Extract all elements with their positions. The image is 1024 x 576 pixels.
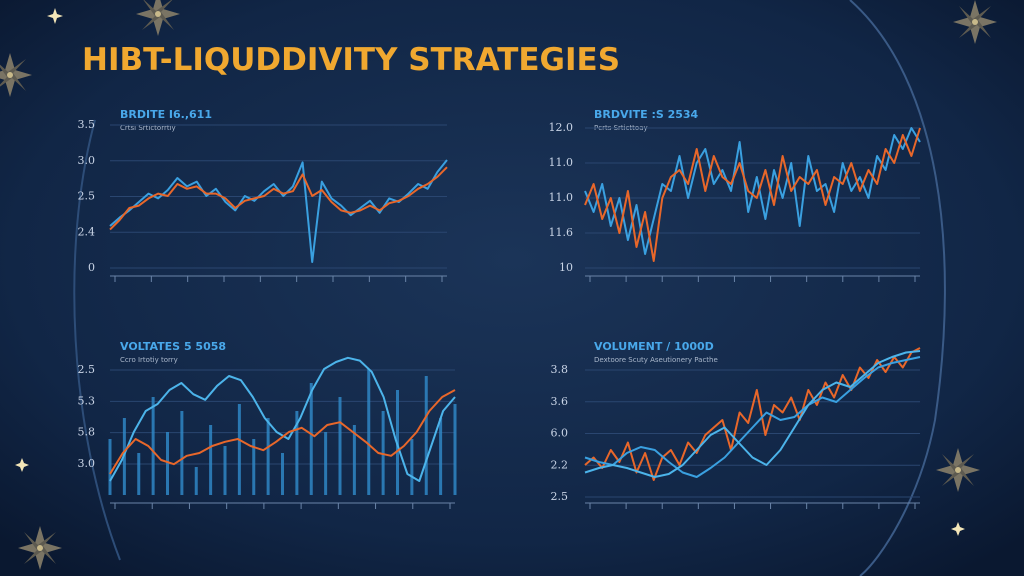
y-label: 12.0 bbox=[549, 121, 574, 134]
decoration bbox=[936, 448, 980, 492]
bar bbox=[252, 439, 256, 495]
y-label: 11.0 bbox=[549, 156, 574, 169]
y-label: 11.6 bbox=[549, 226, 574, 239]
bar bbox=[410, 439, 414, 495]
bar bbox=[266, 418, 270, 495]
y-label: 3.6 bbox=[551, 395, 569, 408]
bar bbox=[223, 446, 227, 495]
y-label: 3.8 bbox=[551, 363, 569, 376]
y-label: 0 bbox=[88, 261, 95, 274]
bar bbox=[209, 425, 213, 495]
decoration bbox=[18, 526, 62, 570]
y-label: 3.5 bbox=[78, 118, 96, 131]
series-line bbox=[584, 127, 921, 262]
y-label: 3.0 bbox=[78, 457, 96, 470]
series-line bbox=[109, 166, 448, 231]
bar bbox=[166, 432, 169, 495]
y-label: 5.8 bbox=[78, 426, 96, 439]
bar bbox=[295, 411, 299, 495]
series-line bbox=[109, 356, 456, 482]
sparkle bbox=[47, 8, 63, 24]
page-title: HIBT-LIQUDDIVITY STRATEGIES bbox=[82, 42, 620, 78]
y-label: 3.0 bbox=[78, 154, 96, 167]
y-label: 2.5 bbox=[78, 363, 96, 376]
bar bbox=[309, 383, 313, 495]
panels: BRDITE I6.,611 Crtsi Srtictorrtiy 3.5 3.0 2.… bbox=[78, 108, 921, 509]
panel-subtitle: Ccro Irtotiy torry bbox=[120, 356, 178, 364]
bar bbox=[108, 439, 112, 495]
bar bbox=[324, 432, 328, 495]
series-line bbox=[584, 347, 921, 481]
y-label: 10 bbox=[559, 261, 573, 274]
panel-title: VOLTATES 5 5058 bbox=[120, 340, 226, 353]
panel-title: BRDITE I6.,611 bbox=[120, 108, 212, 121]
series-line bbox=[109, 389, 456, 475]
y-label: 2.2 bbox=[551, 458, 569, 471]
panel-title: BRDVITE :S 2534 bbox=[594, 108, 699, 121]
y-label: 5.3 bbox=[78, 394, 96, 407]
sparkle bbox=[951, 522, 965, 536]
bar bbox=[381, 411, 385, 495]
bar bbox=[439, 418, 443, 495]
bar bbox=[352, 425, 356, 495]
bar bbox=[237, 404, 241, 495]
bar bbox=[453, 404, 457, 495]
bar bbox=[137, 453, 141, 495]
panel-subtitle: Crtsi Srtictorrtiy bbox=[120, 124, 176, 132]
swoosh bbox=[73, 119, 121, 561]
series-line bbox=[584, 350, 921, 478]
bar bbox=[151, 397, 155, 495]
bar bbox=[281, 453, 284, 495]
bar bbox=[194, 467, 198, 495]
chart-panel: VOLUMENT / 1000D Dextoore Scuty Aseutione… bbox=[551, 340, 921, 509]
bar bbox=[180, 411, 184, 495]
bar bbox=[367, 369, 371, 495]
bar bbox=[338, 397, 342, 495]
y-label: 2.5 bbox=[551, 490, 569, 503]
bar bbox=[424, 376, 428, 495]
y-label: 2.5 bbox=[78, 190, 96, 203]
series-line bbox=[109, 159, 448, 263]
sparkle bbox=[15, 458, 29, 472]
chart-panel: VOLTATES 5 5058 Ccro Irtotiy torry 2.5 5.3 5… bbox=[78, 340, 457, 509]
chart-panel: BRDITE I6.,611 Crtsi Srtictorrtiy 3.5 3.0 2.… bbox=[78, 108, 448, 282]
panel-title: VOLUMENT / 1000D bbox=[594, 340, 714, 353]
panel-subtitle: Dextoore Scuty Aseutionery Pacthe bbox=[594, 356, 718, 364]
decoration bbox=[953, 0, 997, 44]
y-label: 6.0 bbox=[551, 427, 569, 440]
swoosh bbox=[849, 0, 946, 576]
y-label: 2.4 bbox=[78, 225, 96, 238]
series-line bbox=[584, 356, 921, 478]
y-label: 11.0 bbox=[549, 191, 574, 204]
